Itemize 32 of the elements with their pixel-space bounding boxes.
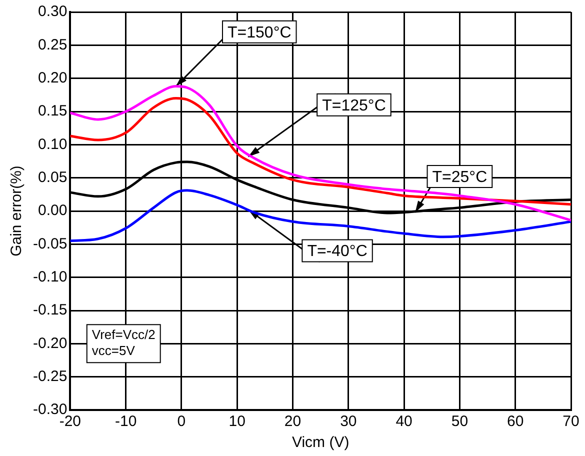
x-tick-label: 0	[177, 413, 186, 430]
line-series	[70, 85, 571, 222]
x-tick-label: -20	[59, 413, 82, 430]
line-series	[70, 189, 571, 242]
y-tick-label: -0.10	[32, 268, 68, 286]
annotation: T=25°C	[432, 168, 488, 186]
x-tick-label: 20	[284, 413, 302, 430]
annotation: T=-40°C	[307, 243, 368, 260]
y-tick-label: 0.15	[38, 102, 68, 120]
x-tick-label: 60	[507, 413, 524, 430]
y-tick-label: -0.25	[32, 368, 68, 385]
x-tick-label: 30	[340, 413, 357, 430]
y-tick-label: 0.30	[38, 3, 68, 20]
annotation: T=150°C	[228, 24, 292, 42]
line-series	[70, 96, 571, 206]
x-tick-label: 40	[396, 413, 412, 430]
x-tick-label: 10	[228, 413, 246, 430]
y-tick-label: -0.15	[32, 302, 68, 319]
y-tick-label: -0.20	[32, 334, 68, 352]
y-tick-label: 0.10	[38, 136, 68, 153]
y-tick-label: 0.05	[38, 168, 68, 186]
y-tick-label: -0.05	[32, 235, 68, 252]
x-tick-label: 70	[562, 413, 580, 430]
x-tick-label: 50	[451, 413, 468, 430]
x-tick-label: -10	[114, 413, 137, 430]
annotation: Vref=Vcc/2 vcc=5V	[92, 327, 156, 358]
x-axis-title: Vicm (V)	[292, 434, 350, 452]
y-tick-label: 0.00	[38, 202, 68, 220]
y-axis-title: Gain error(%)	[8, 166, 26, 256]
annotation: T=125°C	[322, 97, 386, 114]
y-tick-label: 0.25	[38, 36, 68, 54]
y-tick-label: 0.20	[38, 69, 68, 86]
